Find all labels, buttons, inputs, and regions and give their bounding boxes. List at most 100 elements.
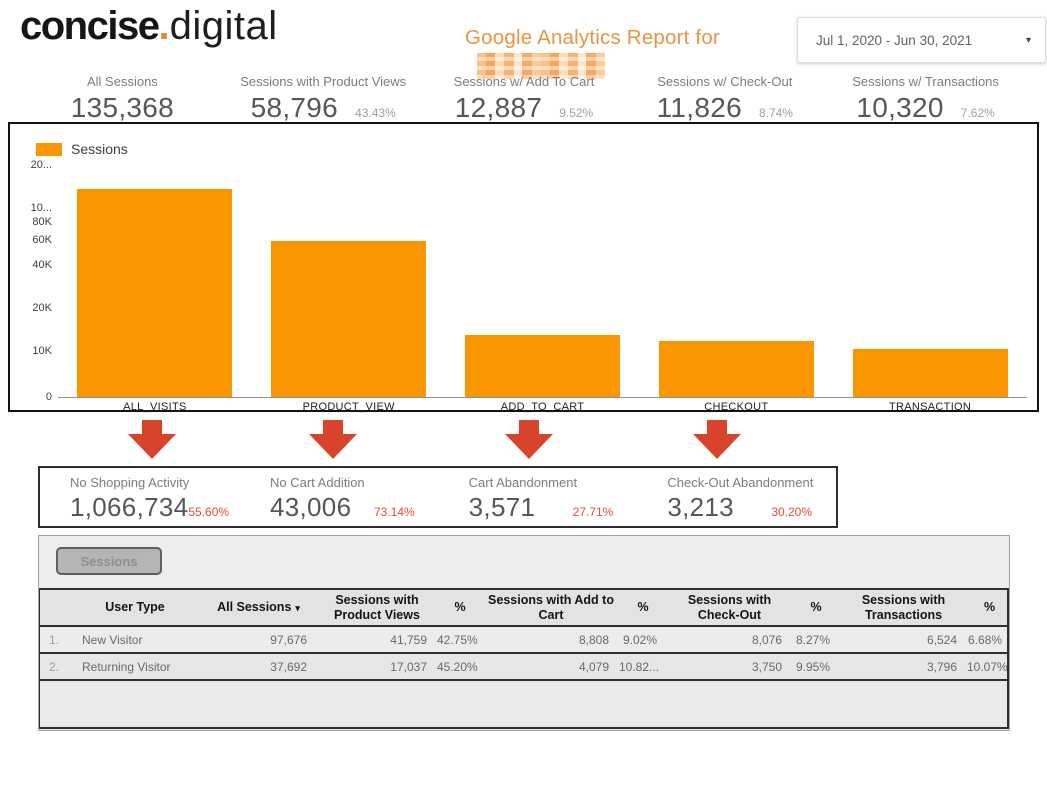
y-tick-label: 60K — [32, 233, 52, 246]
sort-caret-icon[interactable]: ▾ — [295, 603, 300, 614]
abandonment-label: Check-Out Abandonment — [667, 475, 814, 490]
col-header-8[interactable]: Sessions with Transactions — [840, 590, 967, 627]
y-tick-label: 0 — [45, 391, 52, 403]
col-header-7[interactable]: % — [792, 590, 840, 627]
col-header-0[interactable]: User Type — [70, 590, 200, 627]
col-header-5[interactable]: % — [619, 590, 667, 627]
abandonment-card-0: No Shopping Activity 1,066,734 55.60% — [40, 475, 240, 526]
abandonment-value: 1,066,734 — [70, 492, 189, 522]
cell-value: 9.95% — [792, 653, 840, 681]
chart-plot-area: 20... 10... 80K 60K 40K 20K 10K 0 — [31, 157, 1027, 403]
bar-series — [58, 157, 1027, 397]
x-axis-label: ALL_VISITS — [123, 401, 187, 413]
y-tick-label: 20... — [30, 159, 52, 172]
bar-all_visits[interactable] — [77, 189, 233, 397]
abandonment-label: Cart Abandonment — [468, 475, 578, 490]
cell-value: 10.82... — [619, 653, 667, 681]
abandonment-percent: 30.20% — [771, 505, 813, 519]
cell-user-type: New Visitor — [70, 626, 200, 654]
legend-swatch-icon — [36, 142, 62, 156]
kpi-card-0: All Sessions 135,368 — [22, 74, 223, 124]
y-tick-label: 40K — [32, 259, 52, 271]
x-axis-labels: ALL_VISITS PRODUCT_VIEW ADD_TO_CART CHECKOU… — [58, 401, 1027, 413]
kpi-label: Sessions with Product Views — [240, 74, 407, 89]
cell-value: 8.27% — [792, 626, 840, 654]
kpi-card-3: Sessions w/ Check-Out 11,826 8.74% — [624, 74, 825, 124]
abandonment-card-2: Cart Abandonment 3,571 27.71% — [439, 475, 638, 526]
abandonment-value: 43,006 — [270, 492, 352, 522]
chevron-down-icon: ▾ — [1025, 34, 1031, 46]
kpi-percent: 7.62% — [960, 106, 995, 120]
funnel-bar-chart: Sessions 20... 10... 80K 60K 40K 20K 10K 0 ALL_… — [8, 122, 1039, 413]
table-header-row: User Type All Sessions ▾ Sessions with Prod… — [40, 590, 1007, 627]
row-index: 2. — [40, 653, 70, 681]
logo-bold: concise — [20, 4, 160, 48]
cell-value: 42.75% — [437, 626, 483, 654]
kpi-percent: 8.74% — [758, 106, 793, 120]
abandonment-percent: 27.71% — [572, 505, 614, 519]
kpi-card-4: Sessions w/ Transactions 10,320 7.62% — [825, 74, 1026, 124]
cell-value: 97,676 — [200, 626, 317, 654]
logo-light: digital — [169, 4, 278, 48]
table-row: 1. New Visitor 97,676 41,759 42.75% 8,808 9.02… — [40, 626, 1007, 654]
cell-value: 8,076 — [667, 626, 792, 654]
page-title: Google Analytics Report for — [465, 26, 720, 49]
table-block: User Type All Sessions ▾ Sessions with Prod… — [39, 588, 1009, 729]
col-header-2[interactable]: Sessions with Product Views — [317, 590, 437, 627]
kpi-value: 11,826 — [656, 92, 742, 123]
abandonment-value: 3,571 — [468, 492, 536, 522]
down-arrow-icon — [693, 420, 741, 459]
row-index: 1. — [40, 626, 70, 654]
bar-checkout[interactable] — [658, 340, 814, 397]
table-section: Sessions User Type All Sessions ▾ Sessions … — [38, 535, 1010, 731]
kpi-value: 135,368 — [70, 92, 175, 123]
y-tick-label: 20K — [32, 302, 52, 314]
kpi-label: Sessions w/ Transactions — [852, 74, 999, 89]
cell-value: 6.68% — [967, 626, 1007, 654]
abandonment-card-1: No Cart Addition 43,006 73.14% — [240, 475, 439, 526]
kpi-value: 10,320 — [856, 92, 944, 123]
abandonment-percent: 73.14% — [373, 505, 415, 519]
cell-value: 37,692 — [200, 653, 317, 681]
cell-user-type: Returning Visitor — [70, 653, 200, 681]
kpi-label: Sessions w/ Check-Out — [657, 74, 793, 89]
cell-value: 9.02% — [619, 626, 667, 654]
kpi-label: All Sessions — [86, 74, 158, 89]
abandonment-value: 3,213 — [667, 492, 734, 522]
kpi-card-1: Sessions with Product Views 58,796 43.43… — [223, 74, 424, 124]
bar-slot — [833, 157, 1027, 397]
bar-product_view[interactable] — [271, 241, 427, 397]
cell-value: 3,750 — [667, 653, 792, 681]
cell-value: 6,524 — [840, 626, 967, 654]
bar-slot — [58, 157, 252, 397]
bar-slot — [639, 157, 833, 397]
redacted-client-name — [477, 53, 605, 79]
kpi-label: Sessions w/ Add To Cart — [453, 74, 595, 89]
sessions-filter-button[interactable]: Sessions — [56, 547, 162, 575]
down-arrow-icon — [128, 420, 176, 459]
kpi-value: 12,887 — [454, 92, 543, 123]
date-range-select[interactable]: Jul 1, 2020 - Jun 30, 2021 ▾ — [797, 17, 1046, 63]
y-tick-label: 80K — [32, 216, 52, 228]
abandonment-kpi-box: No Shopping Activity 1,066,734 55.60% No … — [38, 466, 838, 528]
bar-slot — [252, 157, 446, 397]
x-axis-label: ADD_TO_CART — [500, 401, 585, 413]
col-header-1[interactable]: All Sessions ▾ — [200, 590, 317, 627]
bar-add_to_cart[interactable] — [464, 335, 620, 397]
chart-legend: Sessions — [36, 141, 128, 157]
kpi-value: 58,796 — [250, 92, 339, 123]
kpi-percent: 9.52% — [559, 106, 594, 120]
col-header-4[interactable]: Sessions with Add to Cart — [483, 590, 619, 627]
down-arrow-icon — [505, 420, 553, 459]
bar-transaction[interactable] — [852, 349, 1008, 397]
logo: concise.digital — [20, 4, 278, 49]
abandonment-card-3: Check-Out Abandonment 3,213 30.20% — [637, 475, 836, 526]
cell-value: 41,759 — [317, 626, 437, 654]
col-header-3[interactable]: % — [437, 590, 483, 627]
col-header-9[interactable]: % — [967, 590, 1007, 627]
cell-value: 45.20% — [437, 653, 483, 681]
cell-value: 4,079 — [483, 653, 619, 681]
abandonment-label: No Cart Addition — [270, 475, 365, 490]
table-row: 2. Returning Visitor 37,692 17,037 45.20% 4,0… — [40, 653, 1007, 681]
col-header-6[interactable]: Sessions with Check-Out — [667, 590, 792, 627]
